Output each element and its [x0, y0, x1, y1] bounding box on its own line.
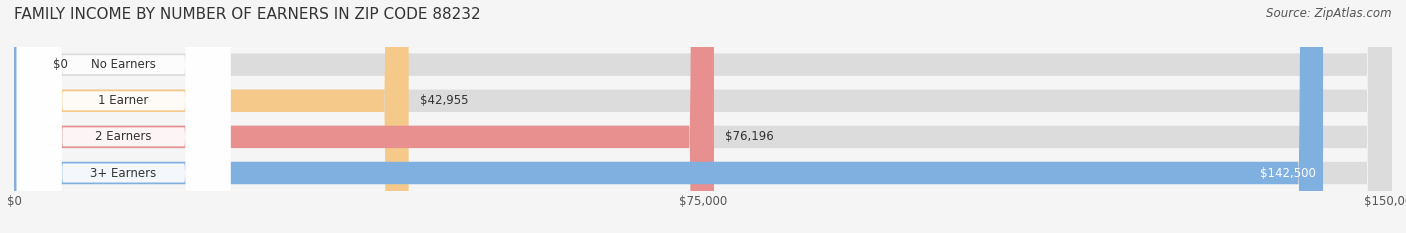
FancyBboxPatch shape — [17, 0, 231, 233]
Text: $142,500: $142,500 — [1260, 167, 1316, 179]
Text: 3+ Earners: 3+ Earners — [90, 167, 156, 179]
Text: Source: ZipAtlas.com: Source: ZipAtlas.com — [1267, 7, 1392, 20]
FancyBboxPatch shape — [14, 0, 1392, 233]
FancyBboxPatch shape — [14, 0, 1392, 233]
FancyBboxPatch shape — [14, 0, 48, 233]
Text: No Earners: No Earners — [91, 58, 156, 71]
Text: FAMILY INCOME BY NUMBER OF EARNERS IN ZIP CODE 88232: FAMILY INCOME BY NUMBER OF EARNERS IN ZI… — [14, 7, 481, 22]
FancyBboxPatch shape — [17, 0, 231, 233]
FancyBboxPatch shape — [14, 0, 1392, 233]
Text: 1 Earner: 1 Earner — [98, 94, 149, 107]
FancyBboxPatch shape — [14, 0, 1392, 233]
Text: $76,196: $76,196 — [725, 130, 773, 143]
Text: $0: $0 — [52, 58, 67, 71]
FancyBboxPatch shape — [17, 0, 231, 233]
Text: 2 Earners: 2 Earners — [96, 130, 152, 143]
FancyBboxPatch shape — [14, 0, 409, 233]
Text: $42,955: $42,955 — [419, 94, 468, 107]
FancyBboxPatch shape — [14, 0, 714, 233]
FancyBboxPatch shape — [14, 0, 1323, 233]
FancyBboxPatch shape — [17, 0, 231, 233]
